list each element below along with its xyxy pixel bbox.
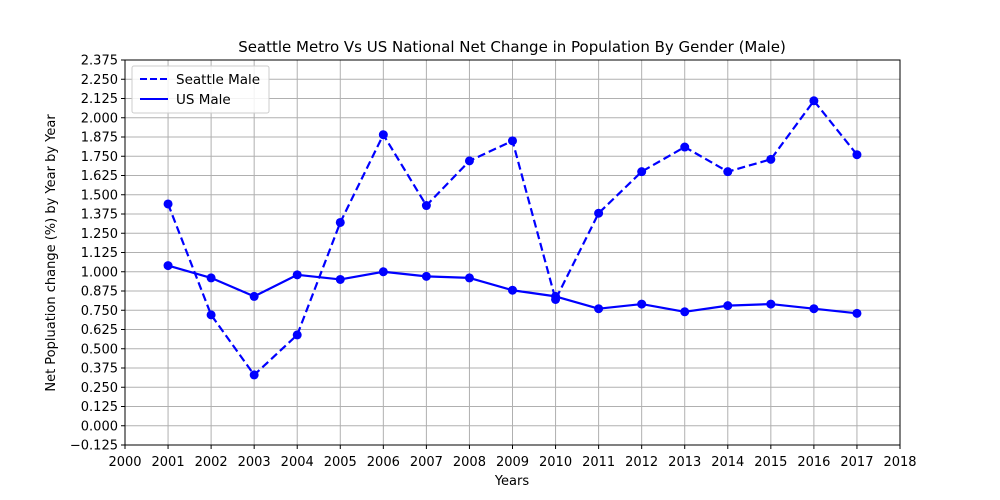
y-tick-label: −0.125 bbox=[70, 439, 118, 454]
x-tick-label: 2001 bbox=[152, 455, 185, 470]
x-tick-label: 2016 bbox=[797, 455, 830, 470]
legend-label-seattle-male: Seattle Male bbox=[176, 72, 260, 88]
y-tick-label: 0.500 bbox=[81, 342, 118, 357]
x-tick-label: 2006 bbox=[367, 455, 400, 470]
y-tick-label: 1.250 bbox=[81, 227, 118, 242]
data-point-us-male bbox=[809, 304, 819, 314]
chart-title: Seattle Metro Vs US National Net Change … bbox=[238, 38, 786, 56]
y-tick-label: 0.000 bbox=[81, 419, 118, 434]
y-tick-label: 0.625 bbox=[81, 323, 118, 338]
x-tick-label: 2018 bbox=[883, 455, 916, 470]
x-tick-label: 2012 bbox=[625, 455, 658, 470]
data-point-seattle-male bbox=[421, 201, 431, 211]
data-point-us-male bbox=[723, 301, 733, 311]
data-point-us-male bbox=[637, 299, 647, 309]
data-point-seattle-male bbox=[852, 150, 862, 160]
data-point-seattle-male bbox=[335, 217, 345, 227]
y-tick-label: 1.125 bbox=[81, 246, 118, 261]
data-point-us-male bbox=[508, 285, 517, 295]
data-point-seattle-male bbox=[637, 167, 647, 177]
x-tick-label: 2010 bbox=[539, 455, 572, 470]
data-point-us-male bbox=[249, 291, 259, 301]
series-layer bbox=[163, 96, 862, 380]
x-tick-label: 2000 bbox=[108, 455, 141, 470]
y-tick-label: 1.500 bbox=[81, 188, 118, 203]
data-point-seattle-male bbox=[680, 142, 690, 152]
y-tick-label: 1.875 bbox=[81, 131, 118, 146]
data-point-us-male bbox=[378, 267, 388, 277]
data-point-seattle-male bbox=[766, 154, 776, 164]
y-tick-label: 2.250 bbox=[81, 73, 118, 88]
data-point-us-male bbox=[680, 307, 690, 317]
data-point-us-male bbox=[852, 308, 862, 318]
x-tick-label: 2004 bbox=[281, 455, 314, 470]
data-point-us-male bbox=[766, 299, 776, 309]
data-point-us-male bbox=[206, 273, 216, 283]
y-tick-label: 0.750 bbox=[81, 304, 118, 319]
data-point-seattle-male bbox=[163, 199, 173, 209]
legend-label-us-male: US Male bbox=[176, 92, 231, 108]
legend: Seattle Male US Male bbox=[131, 65, 270, 114]
x-tick-label: 2008 bbox=[453, 455, 486, 470]
x-tick-label: 2005 bbox=[324, 455, 357, 470]
data-point-seattle-male bbox=[508, 136, 517, 146]
y-tick-label: 0.125 bbox=[81, 400, 118, 415]
x-axis: 2000 2001 2002 2003 2004 2005 2006 2007 2008 2009… bbox=[108, 445, 917, 470]
y-tick-label: 1.625 bbox=[81, 169, 118, 184]
data-point-seattle-male bbox=[723, 167, 733, 177]
y-tick-label: 0.875 bbox=[81, 285, 118, 300]
x-tick-label: 2011 bbox=[582, 455, 615, 470]
y-axis-label: Net Popluation change (%) by Year by Yea… bbox=[44, 114, 59, 392]
legend-box bbox=[131, 65, 270, 114]
data-point-seattle-male bbox=[809, 96, 819, 106]
gridlines bbox=[124, 59, 901, 446]
y-tick-label: 0.375 bbox=[81, 362, 118, 377]
x-tick-label: 2002 bbox=[195, 455, 228, 470]
series-us-male bbox=[163, 261, 862, 318]
y-tick-label: 1.000 bbox=[81, 265, 118, 280]
data-point-seattle-male bbox=[249, 370, 259, 380]
data-point-us-male bbox=[551, 291, 561, 301]
data-point-seattle-male bbox=[378, 130, 388, 140]
data-point-us-male bbox=[292, 270, 302, 280]
data-point-seattle-male bbox=[292, 330, 302, 340]
y-tick-label: 2.000 bbox=[81, 111, 118, 126]
x-tick-label: 2007 bbox=[410, 455, 443, 470]
y-tick-label: 2.375 bbox=[81, 54, 118, 69]
x-tick-label: 2015 bbox=[754, 455, 787, 470]
y-tick-label: 1.375 bbox=[81, 208, 118, 223]
y-tick-label: 2.125 bbox=[81, 92, 118, 107]
y-tick-label: 1.750 bbox=[81, 150, 118, 165]
y-tick-label: 0.250 bbox=[81, 381, 118, 396]
data-point-us-male bbox=[335, 274, 345, 284]
x-tick-label: 2017 bbox=[840, 455, 873, 470]
x-tick-label: 2003 bbox=[238, 455, 271, 470]
data-point-seattle-male bbox=[206, 310, 216, 320]
y-axis: −0.125 0.000 0.125 0.250 0.375 0.500 0.625 0.75… bbox=[70, 54, 125, 454]
data-point-us-male bbox=[464, 273, 474, 283]
x-tick-label: 2009 bbox=[496, 455, 529, 470]
x-axis-label: Years bbox=[494, 474, 530, 489]
data-point-us-male bbox=[594, 304, 604, 314]
series-seattle-male bbox=[163, 96, 862, 380]
x-tick-label: 2013 bbox=[668, 455, 701, 470]
x-tick-label: 2014 bbox=[711, 455, 744, 470]
data-point-us-male bbox=[421, 271, 431, 281]
data-point-us-male bbox=[163, 261, 173, 271]
data-point-seattle-male bbox=[594, 208, 604, 218]
data-point-seattle-male bbox=[464, 156, 474, 166]
